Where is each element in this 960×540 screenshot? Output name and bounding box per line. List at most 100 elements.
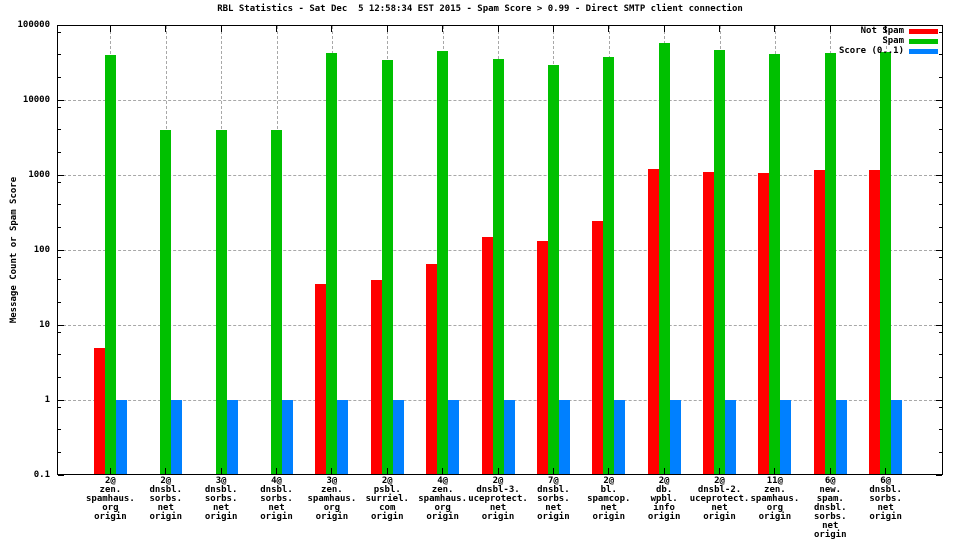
y-minor-tick-right [939, 301, 942, 303]
y-tick-left [58, 99, 64, 101]
bar-score [558, 400, 570, 475]
bar-spam [381, 60, 393, 475]
y-tick-left [58, 399, 64, 401]
y-tick-right [936, 99, 942, 101]
x-tick-label: 2@ dnsbl. sorbs. net origin [149, 476, 182, 522]
x-tick-label: 3@ zen. spamhaus. org origin [307, 476, 357, 522]
y-tick-label: 10 [39, 320, 50, 330]
bar-spam [769, 54, 781, 475]
y-minor-tick-left [58, 301, 61, 303]
y-tick-label: 10000 [22, 95, 50, 105]
x-tick-label: 11@ zen. spamhaus. org origin [750, 476, 800, 522]
x-tick-bottom [331, 468, 333, 474]
x-tick-label: 2@ dnsbl-3. uceprotect. net origin [468, 476, 528, 522]
legend-label-score: Score (0..1) [838, 46, 904, 56]
legend-swatch-score-icon [909, 48, 938, 54]
x-tick-top [276, 26, 277, 32]
bar-spam [824, 53, 836, 475]
y-minor-tick-right [939, 256, 942, 258]
x-tick-label: 2@ psbl. surriel. com origin [365, 476, 409, 522]
bar-score [282, 400, 293, 475]
bar-score [392, 400, 404, 475]
bar-not-spam [481, 236, 493, 475]
bar-not-spam [370, 279, 382, 475]
y-minor-tick-right [939, 226, 942, 228]
bar-spam [603, 56, 615, 475]
x-tick-top [386, 26, 388, 32]
y-tick-right [936, 399, 942, 401]
y-minor-tick-right [939, 331, 942, 333]
legend-swatch-not-spam-icon [909, 28, 938, 34]
y-tick-right [936, 249, 942, 251]
bar-score [171, 400, 183, 475]
x-tick-label: 2@ bl. spamcop. net origin [587, 476, 631, 522]
y-minor-tick-right [939, 406, 942, 408]
y-minor-tick-left [58, 226, 61, 228]
y-minor-tick-left [58, 331, 61, 333]
x-tick-top [497, 26, 499, 32]
y-minor-tick-left [58, 151, 61, 153]
y-minor-tick-right [939, 54, 942, 56]
x-tick-bottom [719, 468, 720, 474]
x-tick-bottom [220, 468, 222, 474]
legend-swatch-spam-icon [909, 38, 938, 44]
bar-score [448, 400, 460, 475]
y-minor-tick-left [58, 354, 61, 356]
y-minor-tick-left [58, 31, 61, 33]
y-minor-tick-right [939, 106, 942, 108]
bar-not-spam [703, 171, 714, 475]
x-tick-label: 7@ dnsbl. sorbs. net origin [537, 476, 570, 522]
bar-spam [271, 129, 282, 475]
x-tick-bottom [608, 468, 610, 474]
x-tick-label: 6@ new. spam. dnsbl. sorbs. net origin [813, 476, 847, 540]
y-tick-label: 100000 [17, 20, 50, 30]
y-tick-label: 0.1 [33, 470, 50, 480]
legend: Not Spam Spam Score (0..1) [839, 26, 938, 56]
legend-item-spam: Spam [839, 36, 938, 46]
bar-score [891, 400, 903, 475]
y-minor-tick-right [939, 76, 942, 78]
bar-spam [714, 50, 725, 475]
x-tick-top [608, 26, 610, 32]
y-minor-tick-right [939, 376, 942, 378]
x-tick-bottom [829, 468, 831, 474]
y-tick-left [58, 324, 64, 326]
x-tick-label: 4@ zen. spamhaus. org origin [418, 476, 468, 522]
y-minor-tick-left [58, 376, 61, 378]
x-tick-top [331, 26, 333, 32]
bar-score [835, 400, 847, 475]
y-minor-tick-left [58, 256, 61, 258]
bar-spam [547, 65, 559, 475]
x-tick-bottom [165, 468, 167, 474]
x-tick-bottom [552, 468, 554, 474]
y-minor-tick-right [939, 354, 942, 356]
x-tick-bottom [386, 468, 388, 474]
y-tick-left [58, 174, 64, 176]
y-minor-tick-left [58, 54, 61, 56]
x-tick-bottom [109, 468, 111, 474]
legend-item-not-spam: Not Spam [839, 26, 938, 36]
x-tick-top [442, 26, 444, 32]
y-minor-tick-right [939, 204, 942, 206]
bar-spam [326, 53, 338, 475]
y-minor-tick-right [939, 181, 942, 183]
y-tick-label: 100 [33, 245, 50, 255]
bar-score [115, 400, 127, 475]
y-minor-tick-right [939, 151, 942, 153]
bar-spam [215, 129, 227, 475]
y-tick-left [58, 474, 64, 476]
x-tick-top [829, 26, 831, 32]
bar-not-spam [93, 347, 105, 475]
x-tick-label: 2@ dnsbl-2. uceprotect. net origin [689, 476, 750, 522]
x-tick-top [663, 26, 665, 32]
y-minor-tick-left [58, 429, 61, 431]
x-tick-label: 4@ dnsbl. sorbs. net origin [260, 476, 293, 522]
bar-spam [880, 52, 892, 475]
bar-score [725, 400, 736, 475]
x-tick-top [220, 26, 222, 32]
bar-not-spam [869, 170, 881, 475]
x-tick-label: 2@ zen. spamhaus. org origin [85, 476, 135, 522]
x-tick-bottom [885, 468, 887, 474]
x-tick-top [552, 26, 554, 32]
bar-spam [658, 42, 670, 475]
